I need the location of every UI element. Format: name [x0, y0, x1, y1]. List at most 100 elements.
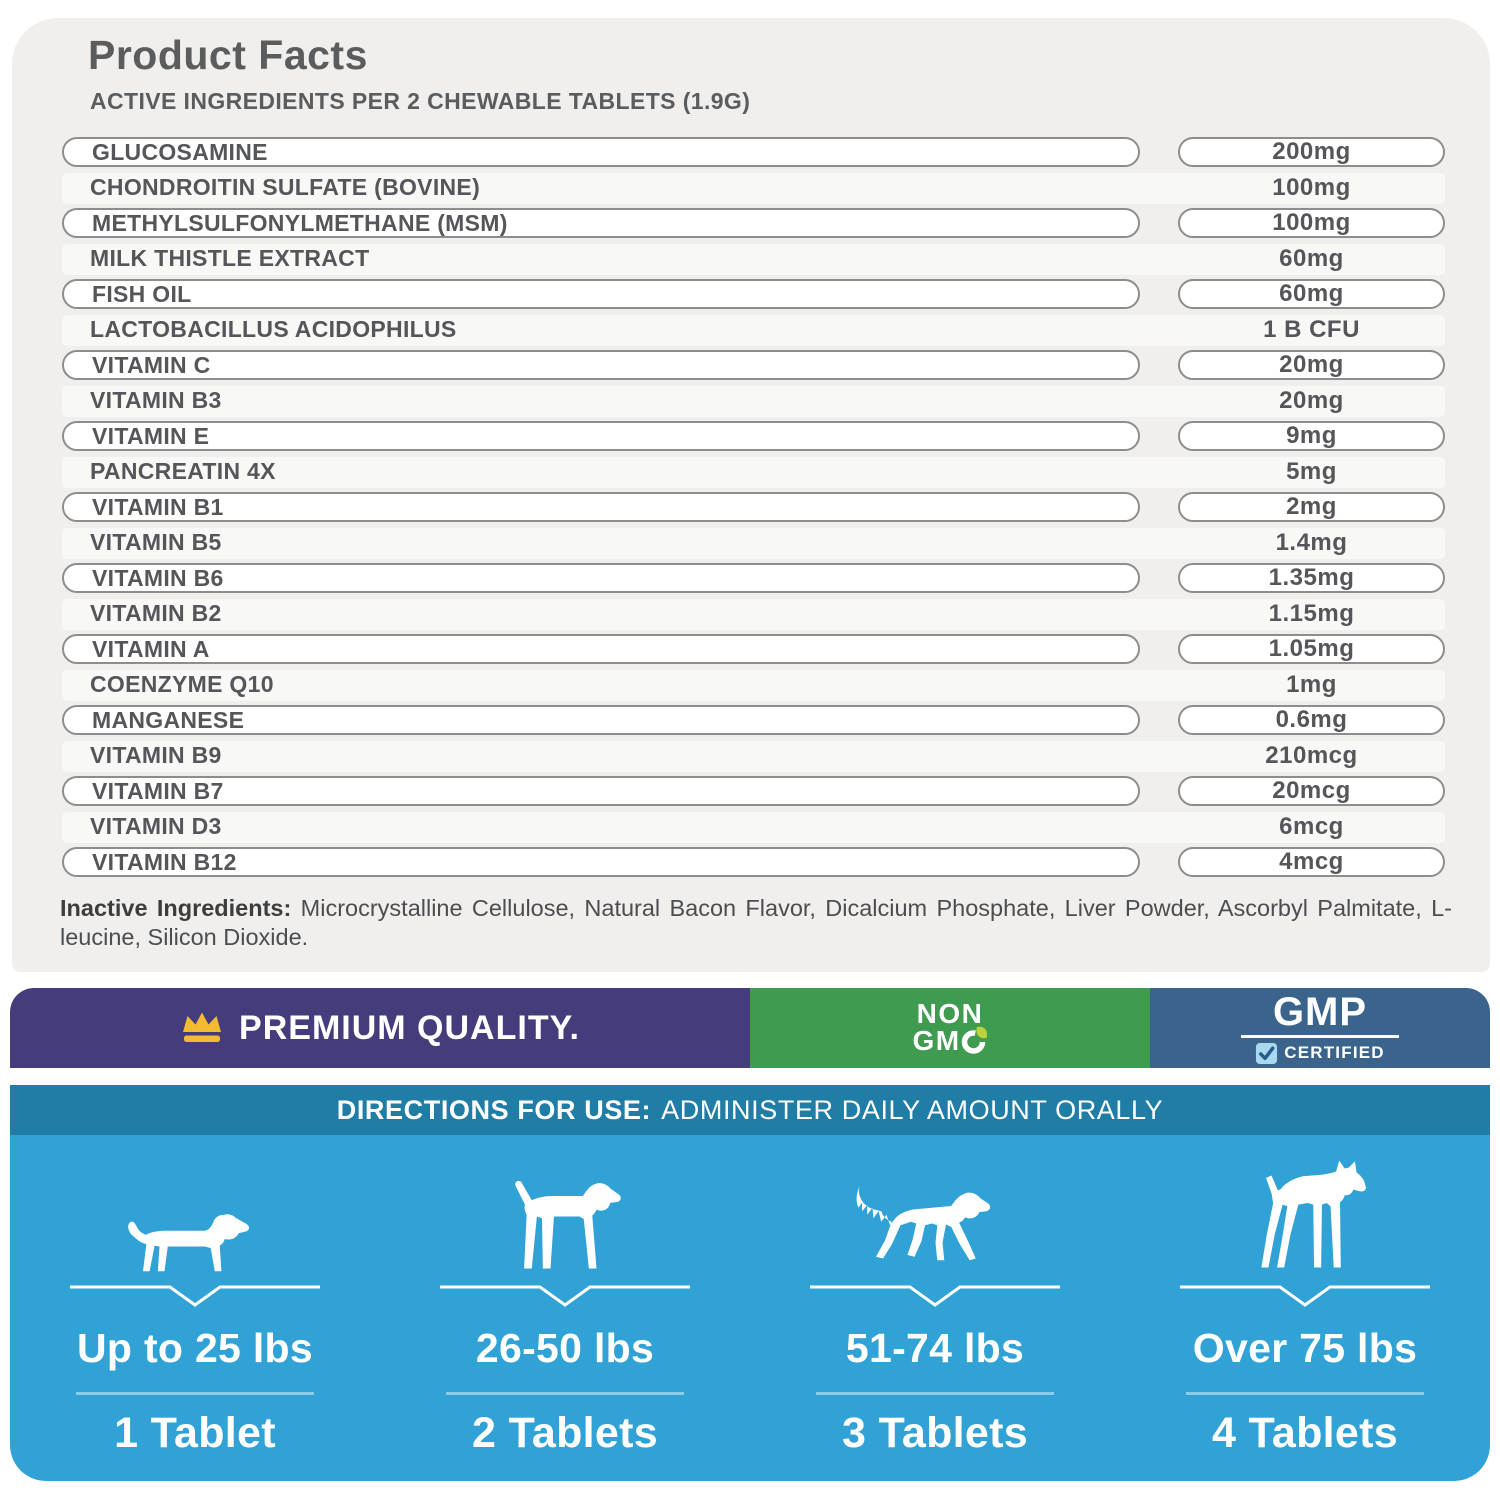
ingredient-amount-cell: 1.05mg — [1178, 634, 1445, 664]
ingredient-table: GLUCOSAMINE 200mg CHONDROITIN SULFATE (B… — [62, 135, 1445, 881]
leaf-o-icon — [961, 1026, 988, 1055]
inactive-ingredients: Inactive Ingredients: Microcrystalline C… — [60, 894, 1452, 952]
ingredient-amount: 0.6mg — [1275, 706, 1348, 733]
ingredient-row: VITAMIN D3 6mcg — [62, 810, 1445, 846]
ingredient-name: VITAMIN E — [92, 422, 210, 449]
ingredient-row: VITAMIN C 20mg — [62, 348, 1445, 384]
ingredient-amount: 9mg — [1286, 422, 1337, 449]
weight-range: 26-50 lbs — [475, 1325, 655, 1371]
ingredient-row: MILK THISTLE EXTRACT 60mg — [62, 242, 1445, 278]
ingredient-amount-cell: 20mcg — [1178, 776, 1445, 806]
inactive-ingredients-text: Microcrystalline Cellulose, Natural Baco… — [60, 895, 1452, 950]
dose-divider — [446, 1392, 684, 1395]
ingredient-amount: 100mg — [1272, 209, 1351, 236]
page-title: Product Facts — [88, 32, 368, 78]
ingredient-amount-cell: 210mcg — [1178, 741, 1445, 771]
certified-check-icon — [1255, 1042, 1278, 1065]
ingredient-amount: 1.05mg — [1268, 635, 1355, 662]
ingredient-name: VITAMIN B2 — [90, 600, 222, 626]
ingredient-name: VITAMIN B6 — [92, 564, 224, 591]
ingredient-name: METHYLSULFONYLMETHANE (MSM) — [92, 209, 508, 236]
directions-text: ADMINISTER DAILY AMOUNT ORALLY — [661, 1094, 1164, 1125]
dachshund-icon — [120, 1135, 270, 1277]
ingredient-amount-cell: 1.4mg — [1178, 528, 1445, 558]
directions-label: DIRECTIONS FOR USE: — [336, 1094, 652, 1125]
pointer-line — [440, 1285, 690, 1307]
ingredient-name-cell: FISH OIL — [62, 279, 1140, 309]
dose-amount: 4 Tablets — [1212, 1409, 1398, 1457]
ingredient-amount: 1.35mg — [1268, 564, 1355, 591]
ingredient-amount-cell: 5mg — [1178, 457, 1445, 487]
row-band — [62, 811, 1445, 843]
ingredient-name: VITAMIN B12 — [92, 848, 237, 875]
active-ingredients-subtitle: ACTIVE INGREDIENTS PER 2 CHEWABLE TABLET… — [90, 88, 751, 114]
ingredient-name: VITAMIN C — [92, 351, 211, 378]
ingredient-name-cell: VITAMIN B1 — [62, 492, 1140, 522]
ingredient-row: VITAMIN B2 1.15mg — [62, 597, 1445, 633]
badge-strip: PREMIUM QUALITY. NON GM GMP — [10, 988, 1490, 1068]
ingredient-name: MANGANESE — [92, 706, 245, 733]
row-band — [62, 740, 1445, 772]
ingredient-amount: 20mg — [1279, 386, 1344, 414]
ingredient-name-cell: LACTOBACILLUS ACIDOPHILUS — [62, 315, 1140, 345]
ingredient-name-cell: COENZYME Q10 — [62, 670, 1140, 700]
ingredient-amount-cell: 60mg — [1178, 244, 1445, 274]
ingredient-name-cell: GLUCOSAMINE — [62, 137, 1140, 167]
ingredient-name: MILK THISTLE EXTRACT — [90, 245, 370, 271]
ingredient-amount-cell: 6mcg — [1178, 812, 1445, 842]
ingredient-name: VITAMIN B3 — [90, 387, 222, 413]
ingredient-name: VITAMIN D3 — [90, 813, 222, 839]
dosage-column-medium: 26-50 lbs 2 Tablets — [380, 1135, 750, 1481]
non-gmo-badge: NON GM — [750, 988, 1150, 1068]
pointer-line — [70, 1285, 320, 1307]
non-gmo-line2: GM — [912, 1025, 961, 1056]
ingredient-row: VITAMIN B5 1.4mg — [62, 526, 1445, 562]
ingredient-amount-cell: 1.15mg — [1178, 599, 1445, 629]
pointer-line — [1180, 1285, 1430, 1307]
ingredient-amount: 210mcg — [1265, 741, 1358, 769]
boxer-icon — [1240, 1135, 1370, 1277]
ingredient-name: GLUCOSAMINE — [92, 138, 268, 165]
non-gmo-line1: NON — [916, 997, 984, 1029]
ingredient-amount: 1mg — [1286, 670, 1337, 698]
ingredient-amount-cell: 1mg — [1178, 670, 1445, 700]
non-gmo-logo: NON GM — [912, 997, 988, 1056]
ingredient-name-cell: VITAMIN B9 — [62, 741, 1140, 771]
ingredient-row: CHONDROITIN SULFATE (BOVINE) 100mg — [62, 171, 1445, 207]
ingredient-amount: 60mg — [1279, 280, 1344, 307]
ingredient-row: VITAMIN E 9mg — [62, 419, 1445, 455]
ingredient-name-cell: VITAMIN B3 — [62, 386, 1140, 416]
weight-range: Up to 25 lbs — [77, 1325, 313, 1371]
ingredient-amount: 100mg — [1272, 173, 1351, 201]
ingredient-row: VITAMIN B9 210mcg — [62, 739, 1445, 775]
premium-quality-label: PREMIUM QUALITY. — [239, 1008, 580, 1047]
ingredient-name: VITAMIN B1 — [92, 493, 224, 520]
ingredient-row: GLUCOSAMINE 200mg — [62, 135, 1445, 171]
ingredient-amount-cell: 0.6mg — [1178, 705, 1445, 735]
ingredient-amount-cell: 1.35mg — [1178, 563, 1445, 593]
ingredient-name-cell: VITAMIN A — [62, 634, 1140, 664]
ingredient-row: VITAMIN B3 20mg — [62, 384, 1445, 420]
ingredient-name: FISH OIL — [92, 280, 192, 307]
ingredient-amount: 1.15mg — [1268, 599, 1355, 627]
ingredient-amount: 1 B CFU — [1263, 315, 1360, 343]
row-band — [62, 385, 1445, 417]
ingredient-amount-cell: 100mg — [1178, 208, 1445, 238]
ingredient-row: COENZYME Q10 1mg — [62, 668, 1445, 704]
row-band — [62, 598, 1445, 630]
ingredient-amount-cell: 9mg — [1178, 421, 1445, 451]
ingredient-amount-cell: 60mg — [1178, 279, 1445, 309]
dose-divider — [816, 1392, 1054, 1395]
retriever-icon — [848, 1135, 1023, 1277]
dosage-column-xlarge: Over 75 lbs 4 Tablets — [1120, 1135, 1490, 1481]
pointer-line — [810, 1285, 1060, 1307]
ingredient-name: VITAMIN B7 — [92, 777, 224, 804]
ingredient-amount: 2mg — [1286, 493, 1337, 520]
ingredient-name: VITAMIN B9 — [90, 742, 222, 768]
ingredient-row: VITAMIN B1 2mg — [62, 490, 1445, 526]
ingredient-row: VITAMIN A 1.05mg — [62, 632, 1445, 668]
ingredient-row: VITAMIN B12 4mcg — [62, 845, 1445, 881]
ingredient-name: LACTOBACILLUS ACIDOPHILUS — [90, 316, 457, 342]
ingredient-row: LACTOBACILLUS ACIDOPHILUS 1 B CFU — [62, 313, 1445, 349]
